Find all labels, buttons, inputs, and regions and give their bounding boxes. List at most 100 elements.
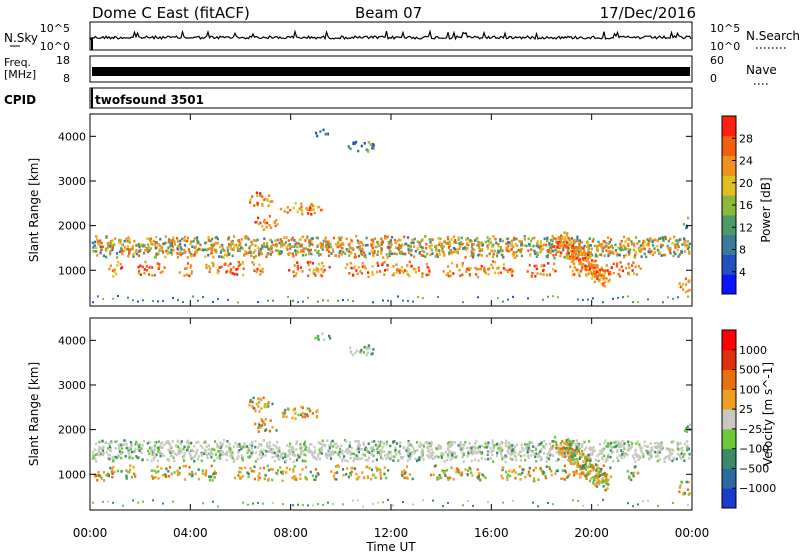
power-cell: [547, 250, 550, 254]
velocity-cell: [596, 454, 599, 458]
velocity-cell: [350, 470, 353, 474]
power-cell: [677, 255, 680, 258]
power-cell: [612, 262, 615, 266]
velocity-cell: [584, 448, 587, 451]
power-cell: [376, 261, 379, 265]
power-cell: [559, 254, 562, 258]
power-cell: [535, 267, 538, 271]
power-cell: [624, 267, 628, 270]
velocity-cell: [534, 446, 537, 449]
power-cell: [483, 269, 486, 273]
power-cell: [469, 239, 472, 242]
power-cell: [569, 257, 572, 260]
velocity-cell: [213, 472, 216, 475]
velocity-cell: [509, 457, 512, 460]
power-cell: [687, 280, 690, 284]
velocity-cell: [687, 447, 690, 450]
power-cell: [350, 239, 353, 243]
power-cell: [546, 249, 549, 252]
velocity-cell: [582, 460, 585, 463]
power-cell: [502, 300, 504, 303]
velocity-cell: [169, 466, 172, 469]
power-cell: [139, 249, 142, 253]
velocity-cell: [277, 458, 280, 461]
velocity-cell: [351, 353, 354, 357]
velocity-cell: [293, 475, 296, 478]
power-cell: [455, 263, 459, 267]
power-cell: [468, 273, 472, 276]
power-colorbar-tick-label: 12: [739, 221, 753, 234]
cpid-value: twofsound 3501: [95, 93, 204, 107]
power-cell: [571, 244, 575, 247]
power-cell: [676, 248, 679, 252]
velocity-cell: [105, 474, 108, 477]
velocity-cell: [678, 447, 681, 451]
velocity-cell: [500, 454, 503, 457]
velocity-cell: [563, 442, 566, 445]
velocity-cell: [264, 474, 267, 477]
power-cell: [360, 249, 363, 253]
velocity-cell: [617, 440, 620, 444]
power-cell: [95, 246, 98, 250]
velocity-cell: [381, 457, 384, 460]
power-cell: [118, 240, 121, 244]
velocity-cell: [257, 422, 260, 426]
power-cell: [144, 248, 147, 252]
power-cell: [162, 299, 164, 302]
power-cell: [664, 253, 667, 257]
power-cell: [421, 246, 424, 249]
power-cell: [609, 238, 613, 241]
power-cell: [387, 246, 390, 249]
velocity-cell: [315, 415, 319, 418]
power-cell: [594, 264, 597, 267]
power-cell: [608, 272, 611, 276]
velocity-cell: [356, 439, 359, 443]
power-cell: [530, 248, 533, 251]
velocity-cell: [430, 441, 433, 444]
velocity-cell: [432, 499, 434, 502]
velocity-cell: [196, 448, 199, 452]
power-cell: [416, 247, 420, 250]
power-cell: [278, 250, 282, 253]
power-cell: [269, 247, 272, 250]
power-cell: [510, 272, 513, 275]
velocity-cell: [107, 500, 109, 503]
power-cell: [593, 280, 596, 284]
velocity-cell: [464, 441, 467, 444]
power-cell: [111, 248, 114, 252]
power-cell: [205, 266, 208, 270]
power-cell: [438, 249, 441, 252]
power-cell: [628, 248, 632, 252]
power-cell: [252, 263, 255, 266]
velocity-cell: [162, 454, 165, 458]
velocity-cell: [592, 449, 595, 453]
velocity-cell: [162, 502, 164, 505]
velocity-cell: [574, 454, 577, 457]
power-cell: [92, 301, 94, 304]
power-cell: [597, 240, 600, 244]
power-cell: [585, 259, 588, 262]
power-cell: [497, 250, 501, 254]
velocity-cell: [597, 474, 600, 478]
power-cell: [126, 245, 130, 248]
velocity-cell: [122, 504, 124, 507]
power-cell: [127, 254, 130, 258]
velocity-cell: [592, 481, 595, 484]
velocity-cell: [572, 462, 575, 466]
velocity-cell: [189, 453, 192, 457]
velocity-cell: [583, 440, 586, 444]
velocity-cell: [258, 476, 261, 480]
power-cell: [109, 244, 112, 248]
power-cell: [263, 198, 266, 201]
power-cell: [93, 244, 96, 247]
velocity-cell: [634, 460, 637, 463]
velocity-cell: [678, 454, 681, 457]
velocity-cell: [105, 451, 108, 454]
power-cell: [486, 245, 489, 248]
power-cell: [374, 245, 377, 249]
power-cell: [171, 253, 174, 256]
power-cell: [210, 243, 213, 247]
power-cell: [401, 252, 404, 255]
velocity-cell: [559, 441, 563, 445]
